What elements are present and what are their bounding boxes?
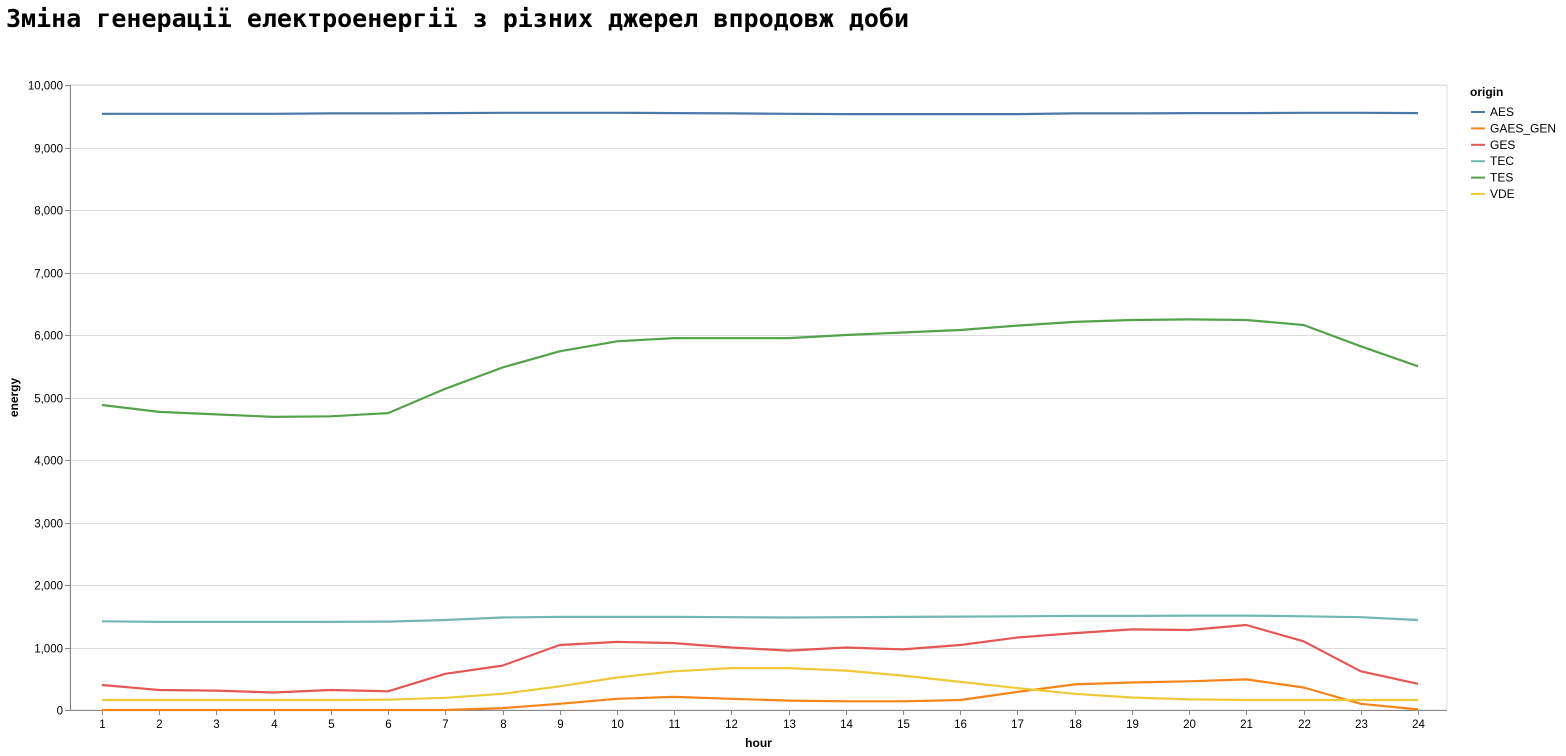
series-line-aes — [102, 111, 1419, 116]
legend-label: TEC — [1490, 154, 1514, 168]
x-tick-label: 8 — [500, 719, 506, 731]
y-tick-label: 7,000 — [34, 269, 63, 281]
x-tick-label: 1 — [99, 719, 105, 731]
y-axis-title: energy — [7, 378, 21, 418]
series-line-vde — [102, 666, 1418, 702]
series-line-ges — [101, 623, 1419, 694]
series-line-tec — [101, 614, 1419, 624]
y-tick-label: 1,000 — [34, 644, 63, 656]
x-tick-label: 12 — [725, 719, 738, 731]
series-lines — [101, 111, 1419, 712]
legend-label: AES — [1490, 105, 1514, 119]
y-tick-label: 3,000 — [34, 519, 63, 531]
x-tick-label: 3 — [213, 719, 219, 731]
x-tick-label: 9 — [557, 719, 563, 731]
y-tick-label: 6,000 — [34, 331, 63, 343]
y-tick-label: 2,000 — [34, 581, 63, 593]
x-tick-label: 18 — [1069, 719, 1082, 731]
x-tick-label: 7 — [442, 719, 448, 731]
x-tick-label: 24 — [1412, 719, 1425, 731]
x-axis-title: hour — [745, 736, 772, 750]
series-line-gaes-gen — [102, 678, 1419, 712]
series-line-tes — [101, 318, 1419, 418]
y-axis: 0 1,000 2,000 3,000 4,000 5,000 6,000 7,000 8,00… — [28, 81, 71, 718]
x-tick-label: 16 — [954, 719, 967, 731]
x-tick-label: 14 — [840, 719, 853, 731]
x-tick-label: 10 — [611, 719, 624, 731]
legend-label: TES — [1490, 171, 1513, 185]
y-tick-label: 9,000 — [34, 144, 63, 156]
x-tick-label: 15 — [897, 719, 910, 731]
x-tick-label: 6 — [385, 719, 391, 731]
chart-title: Зміна генерації електроенергії з різних … — [6, 4, 910, 33]
y-tick-label: 5,000 — [34, 394, 63, 406]
x-tick-label: 4 — [271, 719, 278, 731]
legend-label: GAES_GEN — [1490, 121, 1556, 135]
x-tick-label: 23 — [1355, 719, 1368, 731]
y-tick-label: 10,000 — [28, 81, 63, 93]
legend-label: VDE — [1490, 187, 1515, 201]
y-tick-label: 8,000 — [34, 206, 63, 218]
x-tick-label: 17 — [1011, 719, 1024, 731]
x-axis: 1 2 3 4 5 6 7 8 9 10 11 12 13 14 15 16 17 18 19 20 21 22 23 24 — [70, 710, 1447, 731]
x-tick-label: 5 — [328, 719, 334, 731]
legend: origin AES GAES_GEN GES TEC TES VDE — [1470, 85, 1556, 201]
x-tick-label: 20 — [1183, 719, 1196, 731]
x-tick-label: 11 — [669, 719, 681, 731]
y-tick-label: 0 — [57, 706, 63, 718]
x-tick-label: 13 — [783, 719, 796, 731]
x-tick-label: 21 — [1240, 719, 1253, 731]
x-tick-label: 19 — [1126, 719, 1139, 731]
legend-label: GES — [1490, 138, 1515, 152]
x-tick-label: 22 — [1298, 719, 1311, 731]
y-tick-label: 4,000 — [34, 456, 63, 468]
legend-title: origin — [1470, 85, 1503, 99]
x-tick-label: 2 — [156, 719, 162, 731]
